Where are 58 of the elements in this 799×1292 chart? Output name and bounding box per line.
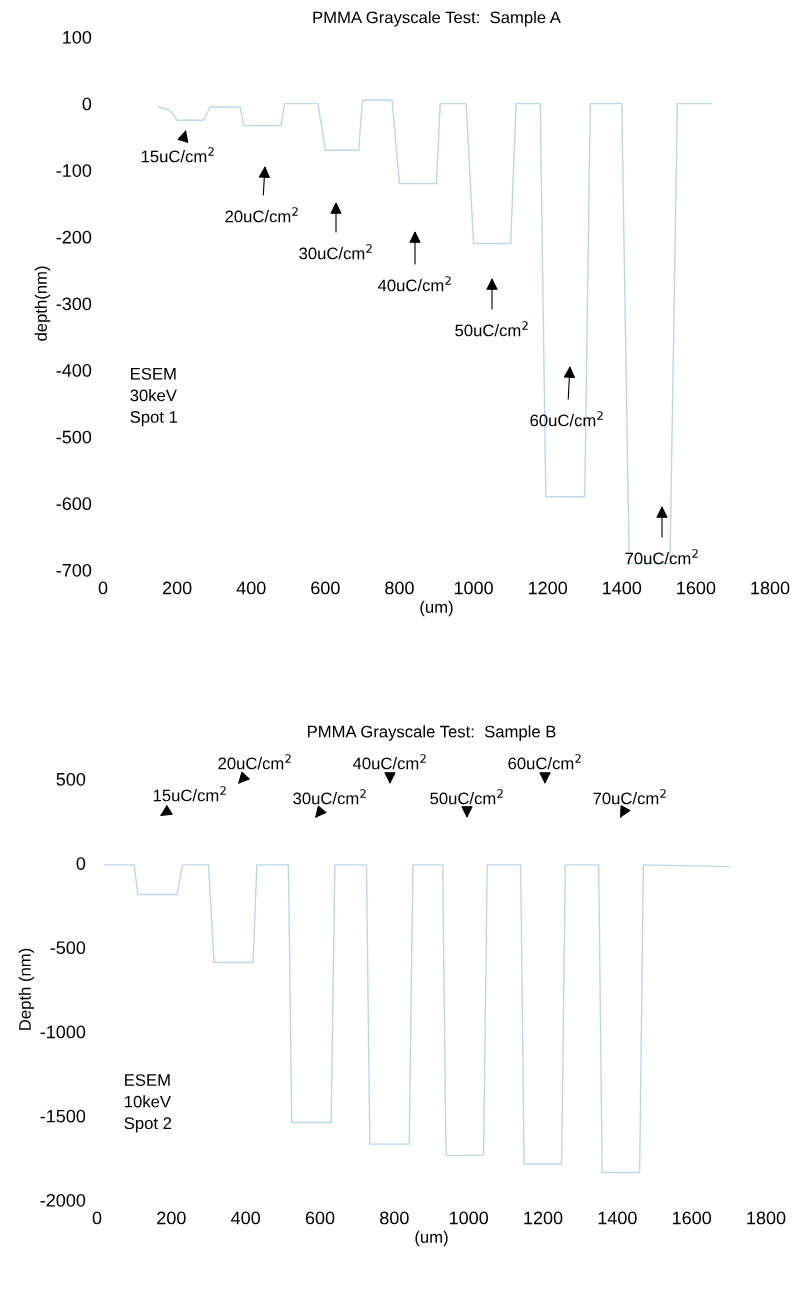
chart-title: PMMA Grayscale Test: Sample A — [313, 11, 561, 27]
annotation: 50uC/cm$^{2}$ — [430, 789, 503, 805]
x-tick-label: 1000 — [454, 581, 493, 595]
annotation: 70uC/cm$^{2}$ — [625, 549, 698, 565]
x-tick-label: 400 — [231, 1211, 261, 1225]
x-tick-label: 200 — [162, 581, 192, 595]
x-tick-label: 600 — [311, 581, 340, 595]
x-tick-label: 800 — [385, 581, 414, 595]
y-tick-label: -100 — [56, 164, 92, 177]
y-tick-label: 0 — [76, 857, 86, 870]
annotation: 15uC/cm$^{2}$ — [141, 147, 214, 163]
annotation: 70uC/cm$^{2}$ — [593, 789, 666, 805]
x-tick-label: 1800 — [747, 1211, 786, 1225]
y-axis-title: depth(nm) — [34, 266, 51, 341]
text: 60uC/cm$^{2}$ — [508, 754, 581, 770]
annotation: 40uC/cm$^{2}$ — [377, 276, 451, 292]
y-axis-title: Depth (nm) — [18, 948, 35, 1030]
y-tick-label: -200 — [56, 230, 92, 244]
annotation: 20uC/cm$^{2}$ — [225, 207, 298, 223]
text: 40uC/cm$^{2}$ — [352, 754, 426, 770]
annotation: 15uC/cm$^{2}$ — [153, 786, 226, 802]
x-axis-title: (um) — [415, 1230, 448, 1247]
y-tick-label: -700 — [56, 563, 92, 577]
x-tick-label: 1000 — [449, 1211, 489, 1225]
y-tick-label: 0 — [82, 97, 92, 111]
annotation: 30uC/cm$^{2}$ — [293, 789, 366, 805]
y-tick-label: -600 — [56, 497, 92, 511]
x-tick-label: 1400 — [598, 1211, 637, 1225]
text: 20uC/cm$^{2}$ — [218, 754, 291, 770]
x-axis-title: (um) — [420, 600, 453, 617]
x-tick-label: 600 — [305, 1211, 335, 1225]
y-tick-label: -300 — [56, 297, 92, 311]
x-tick-label: 1200 — [524, 1211, 563, 1225]
y-tick-label: 100 — [63, 30, 92, 44]
y-tick-label: 500 — [56, 772, 86, 786]
chart-title: PMMA Grayscale Test: Sample B — [307, 725, 556, 741]
x-tick-label: 0 — [92, 1211, 102, 1225]
x-tick-label: 1600 — [672, 1211, 712, 1225]
annotation: 30uC/cm$^{2}$ — [299, 244, 372, 260]
y-tick-label: -1000 — [40, 1025, 86, 1039]
x-tick-label: 800 — [380, 1211, 409, 1225]
x-tick-label: 200 — [157, 1211, 186, 1225]
y-tick-label: -2000 — [40, 1193, 86, 1207]
y-tick-label: -500 — [56, 430, 92, 444]
y-tick-label: -1500 — [40, 1109, 86, 1123]
annotation: 50uC/cm$^{2}$ — [455, 321, 528, 337]
x-tick-label: 1400 — [603, 581, 642, 595]
annotation: ESEM 30keV Spot 1 — [130, 367, 178, 427]
x-tick-label: 1800 — [751, 581, 790, 595]
annotation: ESEM 10keV Spot 2 — [124, 1074, 172, 1133]
y-tick-label: -400 — [56, 364, 92, 377]
line-series — [103, 864, 730, 1174]
x-tick-label: 0 — [98, 581, 108, 595]
y-tick-label: -500 — [50, 941, 86, 955]
annotation: 60uC/cm$^{2}$ — [530, 411, 603, 427]
x-tick-label: 1600 — [677, 581, 716, 595]
x-tick-label: 1200 — [528, 581, 568, 595]
x-tick-label: 400 — [236, 581, 266, 595]
